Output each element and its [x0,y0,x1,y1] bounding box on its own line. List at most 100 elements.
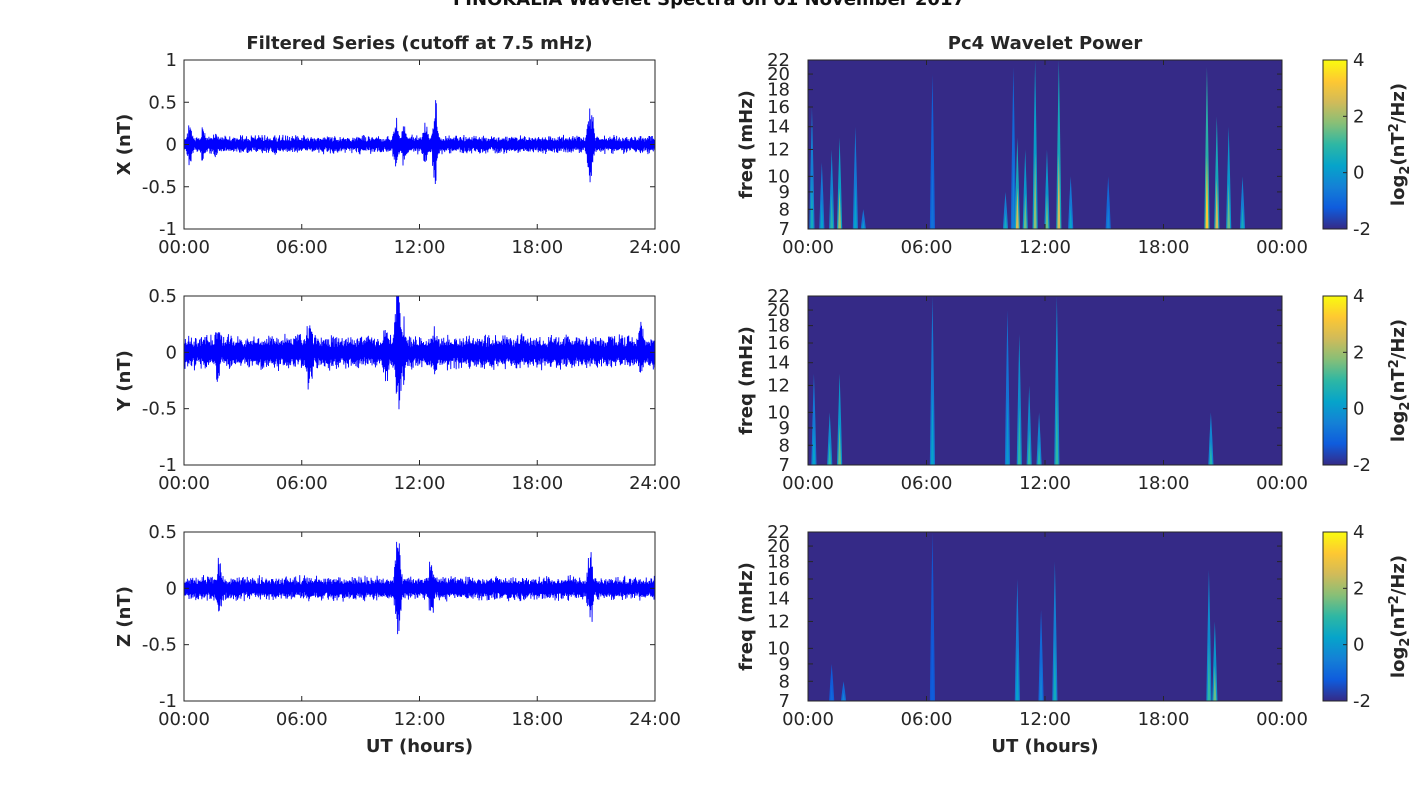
power-streak [1032,60,1038,229]
power-streak-core [1037,441,1041,465]
x-tick-label: 06:00 [901,473,953,494]
power-streak [929,74,936,229]
x-tick-label: 24:00 [629,709,681,730]
y-tick-label: -1 [159,691,177,712]
power-streak [1208,412,1214,465]
y-tick-label: 14 [767,117,790,138]
x-tick-label: 06:00 [901,709,953,730]
power-streak [1068,176,1074,229]
colorbar-tick-label: 0 [1353,163,1364,184]
power-streak [1014,137,1020,229]
power-streak-core [1004,212,1007,229]
x-tick-label: 18:00 [1138,473,1190,494]
y-tick-label: 1 [166,50,177,71]
y-tick-label: 16 [767,333,790,354]
colorbar-x [1322,59,1348,230]
power-streak [1022,149,1028,229]
y-tick-label: 10 [767,638,790,659]
x-tick-label: 06:00 [276,709,328,730]
y-tick-label: -0.5 [142,399,177,420]
y-tick-label: 7 [779,455,790,476]
x-tick-label: 00:00 [1256,473,1308,494]
power-streak-core [1039,659,1043,701]
power-streak [1010,66,1016,229]
power-streak-core [1207,642,1211,701]
power-streak [1226,126,1232,229]
y-tick-label: 20 [767,64,790,85]
x-tick-label: 24:00 [629,237,681,258]
power-streak [1002,191,1009,229]
power-streak [837,373,843,465]
series-line-x [184,100,655,185]
x-tick-label: 12:00 [394,709,446,730]
power-streak-core [830,684,834,701]
power-streak [1054,296,1060,465]
y-axis-label-x: X (nT) [114,114,135,176]
colorbar-z [1322,531,1348,702]
power-streak-core [1011,156,1015,229]
y-tick-label: 14 [767,589,790,610]
power-streak-core [842,692,845,701]
power-streak [827,412,833,465]
power-streak-core [1205,156,1209,229]
x-tick-label: 00:00 [782,709,834,730]
colorbar-label: log2(nT2/Hz) [1387,319,1413,442]
x-tick-label: 00:00 [158,237,210,258]
y-tick-label: -0.5 [142,177,177,198]
y-tick-label: 18 [767,80,790,101]
y-tick-label: 22 [767,286,790,307]
x-tick-label: 00:00 [782,237,834,258]
power-streak-core [1027,429,1031,465]
power-streak-core [1006,395,1009,465]
x-tick-label: 00:00 [158,473,210,494]
power-streak [1044,149,1050,229]
power-streak-core [1213,665,1217,701]
power-streak [809,106,815,229]
power-streak [1004,310,1011,465]
axes-frame-y [183,295,656,466]
y-tick-label: 12 [767,611,790,632]
y-tick-label: 0 [166,135,177,156]
y-tick-label: 8 [779,199,790,220]
x-tick-label: 18:00 [1138,709,1190,730]
power-streak [1105,176,1111,229]
left-column-title: Filtered Series (cutoff at 7.5 mHz) [246,33,592,54]
power-streak [1206,570,1212,701]
x-tick-label: 00:00 [1256,709,1308,730]
power-streak [1204,66,1210,229]
colorbar-tick-label: 4 [1353,50,1364,71]
y-tick-label: 18 [767,316,790,337]
power-streak [1016,334,1022,465]
power-streak-core [812,423,816,465]
power-streak [929,296,936,465]
power-streak [829,663,835,701]
x-tick-label: 00:00 [782,473,834,494]
power-streak [1239,176,1246,229]
y-axis-label-freq: freq (mHz) [736,326,757,435]
x-tick-label: 12:00 [1019,473,1071,494]
power-streak-core [1209,441,1213,465]
power-streak [840,681,847,701]
power-streak-core [810,174,814,229]
y-tick-label: -1 [159,455,177,476]
power-streak-core [1015,646,1019,701]
x-tick-label: 00:00 [158,709,210,730]
colorbar-tick-label: 2 [1353,106,1364,127]
power-streak-core [820,198,824,229]
y-tick-label: 12 [767,139,790,160]
power-streak [1212,621,1218,701]
x-tick-label: 12:00 [1019,237,1071,258]
x-tick-label: 18:00 [511,237,563,258]
power-streak-core [861,220,865,229]
power-streak [860,209,866,229]
power-streak-core [828,441,832,465]
power-streak-core [1069,205,1073,229]
y-axis-label-z: Z (nT) [114,586,135,647]
x-tick-label: 06:00 [276,473,328,494]
x-tick-label: 24:00 [629,473,681,494]
power-streak-core [1053,638,1057,701]
y-tick-label: 20 [767,536,790,557]
power-streak-core [1023,193,1027,229]
power-streak-core [830,193,834,229]
